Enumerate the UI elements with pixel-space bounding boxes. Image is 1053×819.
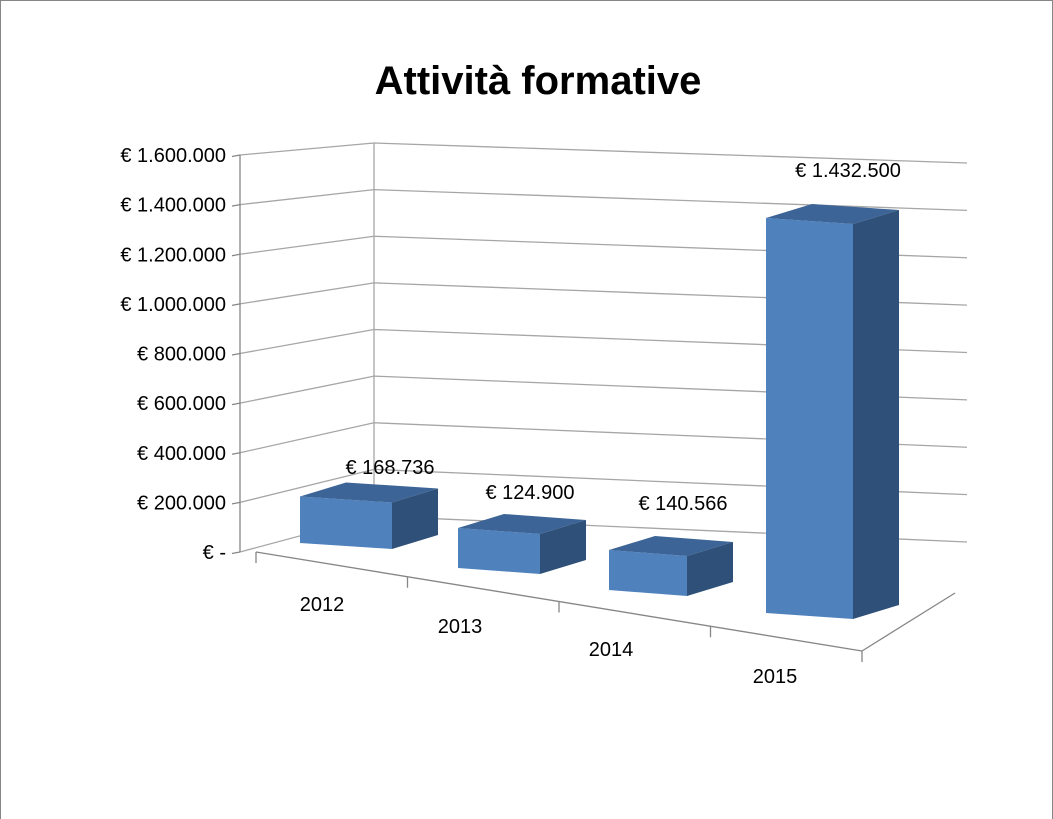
bar-side: [853, 210, 899, 619]
floor-right-edge: [861, 592, 956, 652]
bars: [300, 204, 899, 619]
y-tick-label: € 1.600.000: [120, 145, 226, 167]
y-tick-mark: [231, 352, 241, 356]
bar-top: [609, 536, 733, 556]
data-label: € 168.736: [346, 457, 435, 479]
gridlines: [239, 142, 968, 553]
bar-top: [458, 514, 586, 534]
y-tick-mark: [231, 253, 241, 257]
bar-front: [766, 218, 853, 619]
y-tick-mark: [231, 551, 241, 555]
x-tick-label: 2012: [300, 594, 345, 616]
y-tick-mark: [231, 501, 241, 505]
y-tick-label: € 200.000: [137, 492, 226, 514]
x-tick-label: 2013: [438, 616, 483, 638]
bar-front: [609, 550, 687, 596]
y-tick-label: € -: [203, 542, 226, 564]
bar-side: [687, 542, 733, 596]
x-tick-label: 2014: [589, 639, 634, 661]
y-tick-label: € 800.000: [137, 344, 226, 366]
y-tick-label: € 400.000: [137, 443, 226, 465]
y-tick-label: € 600.000: [137, 393, 226, 415]
bar-top: [766, 204, 899, 224]
y-tick-mark: [231, 203, 241, 207]
data-label: € 140.566: [639, 493, 728, 515]
y-tick-mark: [231, 154, 241, 158]
y-tick-label: € 1.400.000: [120, 195, 226, 217]
bar-side: [392, 488, 438, 549]
y-tick-mark: [231, 303, 241, 307]
bar-front: [300, 496, 392, 549]
y-tick-mark: [231, 452, 241, 455]
bar-top: [300, 482, 438, 503]
y-tick-label: € 1.200.000: [120, 244, 226, 266]
bar-side: [540, 520, 586, 574]
chart-title: Attività formative: [375, 59, 702, 103]
data-labels: 2012 € 168.736 2013 € 124.900 2014 € 140.566 2…: [300, 160, 901, 688]
x-tick-label: 2015: [753, 666, 798, 688]
axes: € - € 200.000 € 400.000 € 600.000 € 800.000 €…: [120, 145, 956, 662]
data-label: € 124.900: [486, 482, 575, 504]
bar-front: [458, 528, 540, 574]
y-tick-mark: [231, 402, 241, 406]
data-label: € 1.432.500: [795, 160, 901, 182]
y-tick-label: € 1.000.000: [120, 294, 226, 316]
